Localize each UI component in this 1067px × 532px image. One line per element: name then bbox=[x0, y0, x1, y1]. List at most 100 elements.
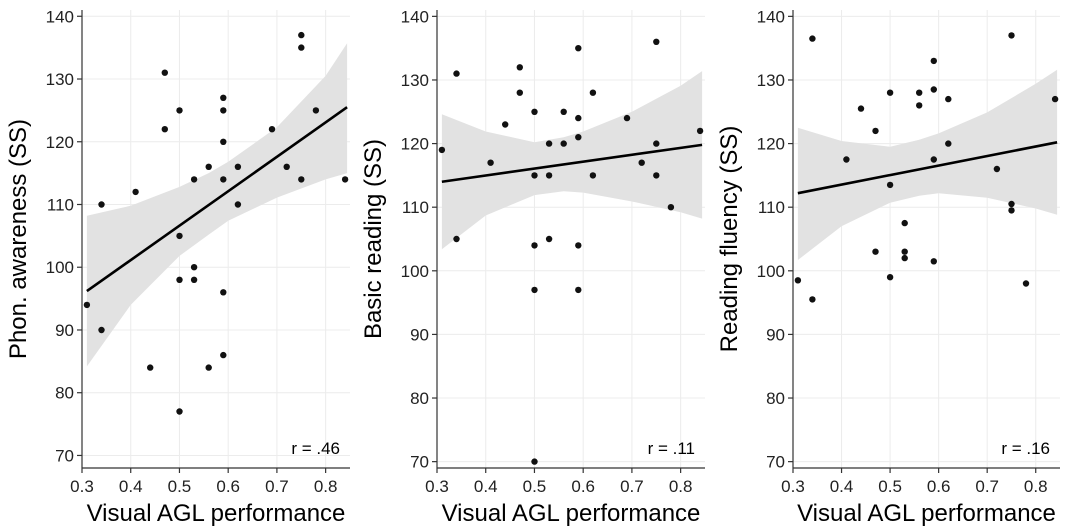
data-point bbox=[886, 89, 894, 96]
regression-line bbox=[797, 141, 1058, 195]
data-point bbox=[993, 165, 1001, 173]
correlation-annotation: r = .16 bbox=[1001, 439, 1050, 458]
data-point bbox=[945, 95, 952, 103]
data-point bbox=[234, 201, 242, 208]
x-tick-label: 0.8 bbox=[314, 477, 338, 496]
data-point bbox=[809, 35, 816, 42]
x-tick-label: 0.8 bbox=[669, 477, 693, 496]
data-point bbox=[930, 156, 937, 163]
data-point bbox=[487, 159, 494, 166]
data-point bbox=[575, 45, 582, 52]
data-point bbox=[930, 57, 937, 65]
y-tick-label: 80 bbox=[55, 384, 74, 403]
data-point bbox=[190, 276, 198, 283]
data-point bbox=[234, 163, 242, 170]
y-tick-label: 120 bbox=[46, 133, 74, 152]
data-point bbox=[653, 140, 660, 147]
data-point bbox=[901, 219, 908, 227]
regression-line bbox=[86, 106, 348, 293]
data-point bbox=[589, 172, 597, 179]
data-point bbox=[930, 86, 937, 93]
y-tick-label: 140 bbox=[401, 7, 429, 26]
data-point bbox=[531, 242, 538, 249]
data-point bbox=[220, 351, 227, 359]
y-tick-label: 140 bbox=[757, 7, 785, 26]
chart-panel-2: 70 80 90 100 110 120 130 140 0.3 0.4 0.5 0.6 0.7 0.8 V… bbox=[360, 7, 705, 527]
data-point bbox=[901, 254, 908, 262]
y-tick-label: 130 bbox=[401, 71, 429, 90]
data-point bbox=[1051, 95, 1059, 103]
data-point bbox=[545, 172, 553, 179]
x-tick-label: 0.5 bbox=[878, 477, 902, 496]
x-axis-title: Visual AGL performance bbox=[797, 500, 1056, 527]
data-point bbox=[205, 163, 212, 170]
x-tick-label: 0.6 bbox=[927, 477, 951, 496]
data-point bbox=[161, 69, 168, 76]
data-point bbox=[176, 408, 183, 415]
data-point bbox=[220, 289, 227, 296]
data-point bbox=[190, 176, 198, 183]
data-point bbox=[545, 235, 553, 243]
confidence-ribbon bbox=[86, 43, 348, 367]
y-tick-label: 90 bbox=[55, 321, 74, 340]
x-tick-label: 0.5 bbox=[523, 477, 547, 496]
x-tick-label: 0.8 bbox=[1024, 477, 1048, 496]
correlation-annotation: r = .46 bbox=[291, 439, 340, 458]
regression-line bbox=[441, 143, 703, 184]
data-point bbox=[298, 31, 305, 39]
y-tick-label: 130 bbox=[757, 71, 785, 90]
confidence-ribbon bbox=[441, 71, 703, 250]
data-point bbox=[516, 64, 523, 71]
x-tick-label: 0.3 bbox=[781, 477, 805, 496]
x-tick-label: 0.7 bbox=[975, 477, 999, 496]
data-point bbox=[1008, 32, 1015, 39]
data-point bbox=[1008, 207, 1015, 214]
data-point bbox=[560, 108, 567, 116]
data-point bbox=[220, 176, 227, 183]
data-point bbox=[545, 140, 553, 147]
data-point bbox=[283, 163, 290, 170]
data-point bbox=[83, 301, 91, 309]
x-axis-title: Visual AGL performance bbox=[442, 500, 701, 527]
data-point bbox=[886, 274, 894, 281]
x-tick-label: 0.4 bbox=[830, 477, 854, 496]
data-point bbox=[298, 176, 305, 183]
data-point bbox=[220, 138, 227, 145]
y-tick-label: 110 bbox=[402, 198, 429, 217]
data-point bbox=[916, 102, 923, 109]
y-tick-label: 100 bbox=[401, 262, 429, 281]
y-tick-label: 100 bbox=[46, 258, 74, 277]
data-point bbox=[190, 264, 198, 271]
data-point bbox=[872, 248, 879, 255]
data-point bbox=[843, 156, 850, 163]
data-point bbox=[147, 364, 154, 371]
x-tick-label: 0.7 bbox=[620, 477, 644, 496]
data-point bbox=[560, 140, 567, 147]
data-point bbox=[312, 107, 320, 114]
data-point bbox=[98, 326, 105, 334]
chart-panel-1: 70 80 90 100 110 120 130 140 0.3 0.4 0.5 0.6 0.7 0.8 V… bbox=[5, 7, 350, 527]
data-point bbox=[653, 38, 660, 45]
data-point bbox=[205, 364, 212, 371]
data-point bbox=[516, 89, 523, 96]
data-point bbox=[531, 172, 538, 179]
data-point bbox=[176, 276, 183, 283]
y-tick-label: 110 bbox=[47, 195, 74, 214]
y-axis-title: Basic reading (SS) bbox=[360, 139, 387, 339]
y-axis-title: Phon. awareness (SS) bbox=[5, 119, 32, 359]
x-tick-label: 0.5 bbox=[168, 477, 192, 496]
data-point bbox=[502, 121, 509, 128]
data-point bbox=[945, 140, 952, 147]
x-tick-label: 0.4 bbox=[474, 477, 498, 496]
data-point bbox=[438, 146, 446, 154]
data-point bbox=[341, 176, 349, 183]
x-tick-label: 0.3 bbox=[70, 477, 94, 496]
chart-panel-3: 70 80 90 100 110 120 130 140 0.3 0.4 0.5 0.6 0.7 0.8 V… bbox=[716, 7, 1060, 527]
data-point bbox=[531, 108, 538, 116]
x-tick-label: 0.3 bbox=[425, 477, 449, 496]
data-point bbox=[1022, 280, 1030, 287]
data-point bbox=[98, 201, 105, 208]
data-point bbox=[623, 114, 631, 122]
